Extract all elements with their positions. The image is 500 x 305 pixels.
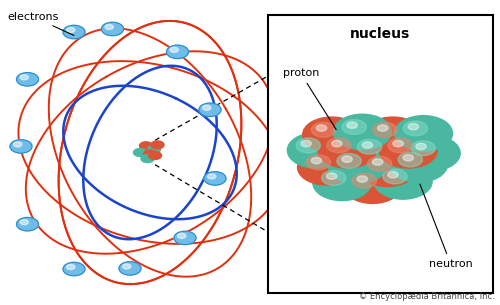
Text: © Encyclopædia Britannica, Inc.: © Encyclopædia Britannica, Inc. <box>359 292 495 301</box>
Circle shape <box>204 172 226 185</box>
Circle shape <box>66 264 75 270</box>
Circle shape <box>301 140 312 147</box>
Circle shape <box>348 134 406 170</box>
Circle shape <box>208 174 216 179</box>
Circle shape <box>20 220 28 225</box>
Circle shape <box>374 164 432 199</box>
Circle shape <box>347 122 358 128</box>
Circle shape <box>312 122 336 137</box>
Circle shape <box>178 233 186 239</box>
Circle shape <box>378 125 388 131</box>
Text: proton: proton <box>282 68 336 130</box>
Circle shape <box>342 156 352 162</box>
Circle shape <box>202 105 211 110</box>
Bar <box>268 15 492 293</box>
Circle shape <box>334 114 392 150</box>
Circle shape <box>318 133 376 168</box>
Circle shape <box>388 138 412 153</box>
Circle shape <box>398 152 422 167</box>
Circle shape <box>390 147 448 182</box>
Circle shape <box>122 264 131 269</box>
Circle shape <box>14 142 22 147</box>
Circle shape <box>141 155 154 163</box>
Circle shape <box>298 150 356 185</box>
Circle shape <box>388 171 398 178</box>
Circle shape <box>357 176 368 182</box>
Circle shape <box>332 140 342 147</box>
Circle shape <box>119 262 141 275</box>
Circle shape <box>302 117 360 152</box>
Circle shape <box>170 47 178 52</box>
Circle shape <box>403 121 427 136</box>
Circle shape <box>416 143 426 150</box>
Circle shape <box>134 149 146 156</box>
Circle shape <box>16 217 38 231</box>
Circle shape <box>322 170 346 185</box>
Circle shape <box>379 133 437 168</box>
Circle shape <box>358 139 382 154</box>
Circle shape <box>403 155 413 161</box>
Circle shape <box>383 169 407 184</box>
Circle shape <box>144 150 156 158</box>
Circle shape <box>311 157 322 164</box>
Circle shape <box>393 140 404 147</box>
Circle shape <box>148 152 162 160</box>
Circle shape <box>408 124 418 130</box>
Circle shape <box>63 25 85 39</box>
Circle shape <box>359 151 417 186</box>
Circle shape <box>316 125 326 131</box>
Circle shape <box>352 173 376 188</box>
Circle shape <box>313 165 371 201</box>
Circle shape <box>368 156 392 171</box>
Circle shape <box>344 168 402 203</box>
Circle shape <box>372 122 397 137</box>
Text: electrons: electrons <box>8 12 74 35</box>
Circle shape <box>394 116 452 151</box>
Circle shape <box>63 262 85 276</box>
Circle shape <box>140 142 152 150</box>
Circle shape <box>199 103 221 117</box>
Circle shape <box>148 145 160 153</box>
Circle shape <box>10 140 32 153</box>
Circle shape <box>151 141 164 149</box>
Circle shape <box>326 173 337 179</box>
Circle shape <box>411 141 436 156</box>
Circle shape <box>337 153 361 168</box>
Circle shape <box>16 73 38 86</box>
Circle shape <box>20 75 28 80</box>
Circle shape <box>105 24 114 30</box>
Circle shape <box>174 231 196 245</box>
Circle shape <box>66 27 75 33</box>
Circle shape <box>288 133 346 168</box>
Circle shape <box>364 117 422 152</box>
Circle shape <box>328 148 386 184</box>
Circle shape <box>326 138 351 153</box>
Text: neutron: neutron <box>420 184 472 269</box>
Text: nucleus: nucleus <box>350 27 410 41</box>
Circle shape <box>306 155 330 170</box>
Circle shape <box>166 45 188 59</box>
Circle shape <box>102 22 124 36</box>
Circle shape <box>296 138 320 153</box>
Circle shape <box>372 159 383 165</box>
Circle shape <box>362 142 372 148</box>
Circle shape <box>342 120 366 135</box>
Circle shape <box>402 135 460 171</box>
